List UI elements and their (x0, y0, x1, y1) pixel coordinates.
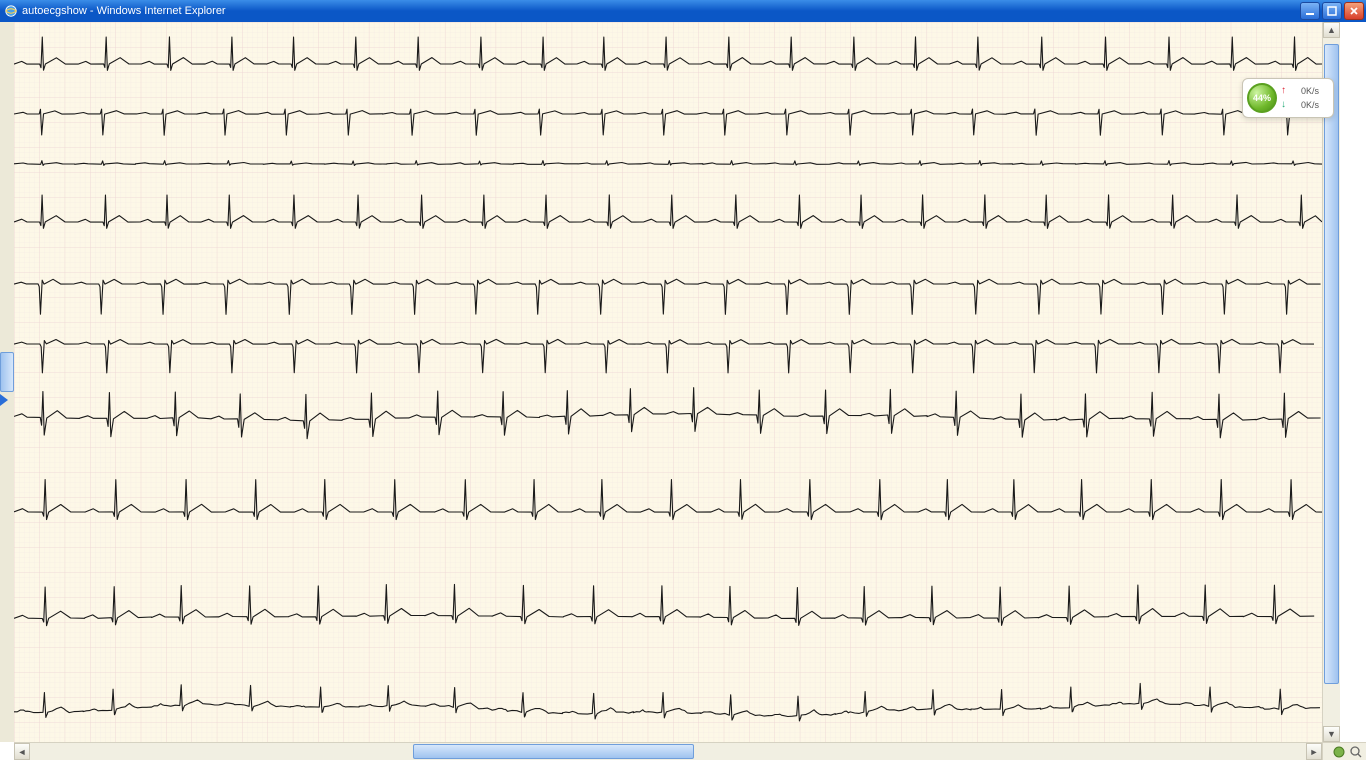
ecg-chart (14, 22, 1322, 742)
upload-arrow-icon: ↑ (1281, 84, 1286, 98)
status-strip (1322, 742, 1366, 760)
left-slider-thumb[interactable] (0, 352, 14, 392)
minimize-button[interactable] (1300, 2, 1320, 20)
download-arrow-icon: ↓ (1281, 98, 1286, 112)
close-button[interactable] (1344, 2, 1364, 20)
internet-zone-icon (1332, 745, 1346, 759)
download-rate: 0K/s (1289, 99, 1319, 112)
vertical-scrollbar[interactable]: ▲ ▼ (1322, 22, 1340, 742)
zoom-icon[interactable] (1349, 745, 1363, 759)
maximize-button[interactable] (1322, 2, 1342, 20)
network-usage-orb: 44% (1243, 79, 1281, 117)
window-titlebar: autoecgshow - Windows Internet Explorer (0, 0, 1366, 22)
scroll-right-button[interactable]: ► (1306, 743, 1322, 760)
horizontal-scroll-track[interactable] (30, 743, 1306, 760)
network-usage-percent: 44% (1253, 93, 1271, 103)
vertical-scroll-thumb[interactable] (1324, 44, 1339, 684)
horizontal-scrollbar[interactable]: ◄ ► (14, 742, 1322, 760)
network-speed-widget[interactable]: 44% ↑ 0K/s ↓ 0K/s (1242, 78, 1334, 118)
scroll-up-button[interactable]: ▲ (1323, 22, 1340, 38)
ecg-viewport (14, 22, 1322, 742)
content-area: ▲ ▼ ◄ ► 44% ↑ 0K/s ↓ 0K/s (0, 22, 1366, 768)
left-slider-track[interactable] (0, 22, 14, 742)
left-slider-indicator-icon (0, 394, 8, 406)
horizontal-scroll-thumb[interactable] (413, 744, 694, 759)
window-title: autoecgshow - Windows Internet Explorer (22, 5, 226, 17)
scroll-left-button[interactable]: ◄ (14, 743, 30, 760)
upload-rate: 0K/s (1289, 85, 1319, 98)
scroll-down-button[interactable]: ▼ (1323, 726, 1340, 742)
ie-icon (4, 4, 18, 18)
